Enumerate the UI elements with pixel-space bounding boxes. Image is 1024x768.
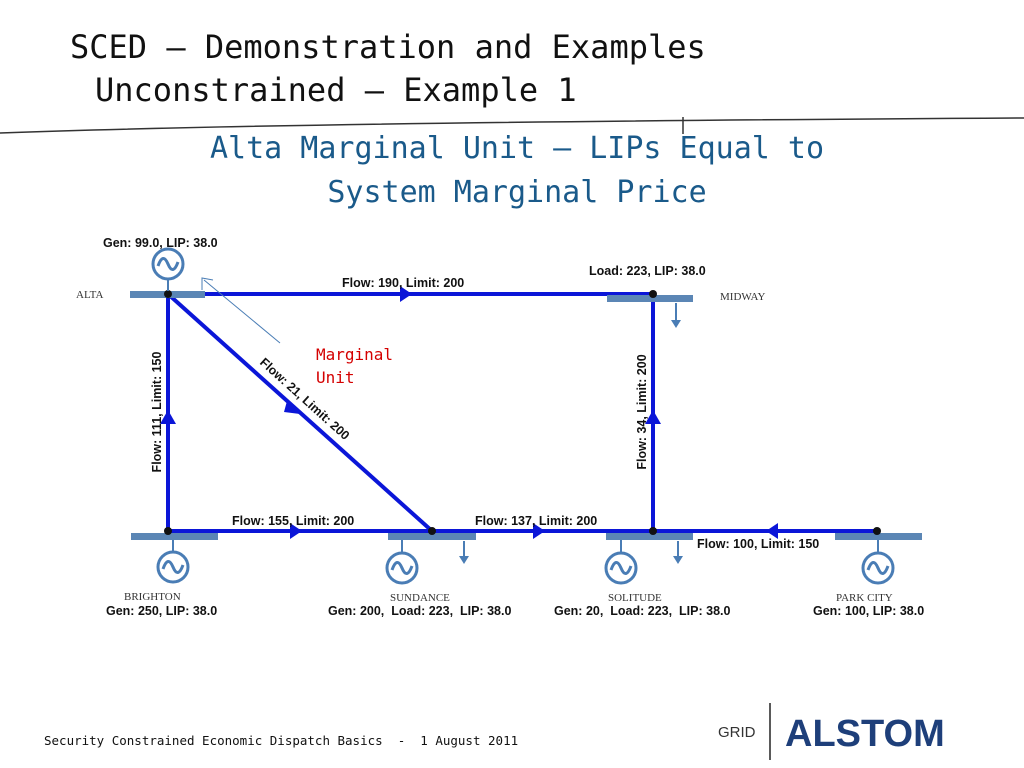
generator-wave: [390, 561, 414, 575]
generator-wave: [866, 561, 890, 575]
title-line: Unconstrained – Example 1: [95, 71, 577, 109]
node-info: Gen: 250, LIP: 38.0: [106, 604, 217, 618]
flow-arrow: [284, 401, 300, 414]
pointer: [203, 279, 281, 344]
node-dot: [649, 290, 657, 298]
node-info: Gen: 100, LIP: 38.0: [813, 604, 924, 618]
line-label: Flow: 137, Limit: 200: [475, 514, 597, 528]
annotation: Unit: [316, 368, 355, 387]
subtitle: Alta Marginal Unit – LIPs Equal to: [210, 131, 824, 166]
flow-arrow: [766, 523, 778, 539]
flow-arrow: [533, 523, 545, 539]
generator-wave: [156, 257, 180, 271]
node-dot: [428, 527, 436, 535]
node-dot: [873, 527, 881, 535]
pointer-head: [201, 277, 214, 290]
bus: [388, 533, 476, 540]
line-label: Flow: 190, Limit: 200: [342, 276, 464, 290]
logo: ALSTOM: [785, 713, 945, 755]
bus: [607, 295, 693, 302]
node-dot: [164, 527, 172, 535]
bus: [131, 533, 218, 540]
load-arrow-head: [671, 320, 681, 328]
logo-grid: GRID: [718, 724, 756, 741]
load-arrow-head: [459, 556, 469, 564]
flow-arrow: [290, 523, 302, 539]
bus: [835, 533, 922, 540]
node-name: PARK CITY: [836, 592, 893, 604]
node-dot: [649, 527, 657, 535]
line: [166, 292, 434, 533]
generators: [151, 247, 895, 585]
buses: [130, 290, 922, 540]
node-info: Load: 223, LIP: 38.0: [589, 264, 706, 278]
flow-arrow: [400, 286, 412, 302]
generator-wave: [161, 560, 185, 574]
node-dot: [164, 290, 172, 298]
node-info: Gen: 200, Load: 223, LIP: 38.0: [328, 604, 511, 618]
bus: [606, 533, 693, 540]
node-name: BRIGHTON: [124, 591, 181, 603]
node-info: Gen: 99.0, LIP: 38.0: [103, 236, 218, 250]
generator-wave: [609, 561, 633, 575]
node-info: Gen: 20, Load: 223, LIP: 38.0: [554, 604, 730, 618]
line-label: Flow: 100, Limit: 150: [697, 537, 819, 551]
flow-arrow: [645, 410, 661, 424]
divider: [0, 117, 1024, 134]
load-arrow-head: [673, 556, 683, 564]
line-label: Flow: 34, Limit: 200: [635, 354, 649, 469]
lines: [160, 286, 877, 539]
node-name: SUNDANCE: [390, 592, 450, 604]
subtitle: System Marginal Price: [327, 175, 706, 210]
footer-text: Security Constrained Economic Dispatch B…: [44, 733, 518, 748]
flow-arrow: [160, 410, 176, 424]
node-name: ALTA: [76, 289, 103, 301]
node-name: MIDWAY: [720, 291, 765, 303]
loads: [459, 303, 683, 564]
node-name: SOLITUDE: [608, 592, 662, 604]
line-label: Flow: 155, Limit: 200: [232, 514, 354, 528]
line-label: Flow: 111, Limit: 150: [150, 352, 164, 473]
annotation: Marginal: [316, 345, 393, 364]
title-line: SCED – Demonstration and Examples: [70, 28, 706, 66]
